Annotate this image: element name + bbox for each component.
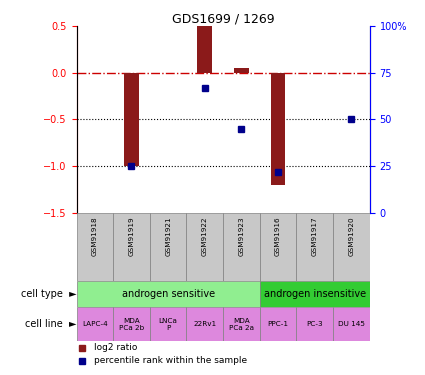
Bar [223,307,260,341]
Bar [260,213,296,281]
Bar [296,213,333,281]
Text: GSM91921: GSM91921 [165,216,171,256]
Bar [234,68,249,73]
Text: PC-3: PC-3 [306,321,323,327]
Bar [260,281,370,307]
Bar [76,213,113,281]
Title: GDS1699 / 1269: GDS1699 / 1269 [172,12,275,25]
Bar [260,307,296,341]
Text: androgen insensitive: androgen insensitive [264,289,366,299]
Text: MDA
PCa 2b: MDA PCa 2b [119,318,144,331]
Text: GSM91916: GSM91916 [275,216,281,256]
Text: DU 145: DU 145 [338,321,365,327]
Bar [198,26,212,73]
Bar [113,213,150,281]
Text: cell type  ►: cell type ► [21,289,76,299]
Text: GSM91917: GSM91917 [312,216,318,256]
Bar [124,73,139,166]
Bar [271,73,286,185]
Text: MDA
PCa 2a: MDA PCa 2a [229,318,254,331]
Text: cell line  ►: cell line ► [25,319,76,329]
Text: GSM91919: GSM91919 [128,216,134,256]
Text: GSM91918: GSM91918 [92,216,98,256]
Bar [187,307,223,341]
Text: LAPC-4: LAPC-4 [82,321,108,327]
Text: GSM91922: GSM91922 [202,216,208,256]
Text: 22Rv1: 22Rv1 [193,321,216,327]
Bar [333,307,370,341]
Text: GSM91923: GSM91923 [238,216,244,256]
Bar [223,213,260,281]
Text: percentile rank within the sample: percentile rank within the sample [94,357,247,366]
Text: log2 ratio: log2 ratio [94,344,137,352]
Bar [187,213,223,281]
Text: GSM91920: GSM91920 [348,216,354,256]
Bar [113,307,150,341]
Text: LNCa
P: LNCa P [159,318,178,331]
Bar [76,281,260,307]
Text: androgen sensitive: androgen sensitive [122,289,215,299]
Bar [296,307,333,341]
Bar [150,213,187,281]
Bar [150,307,187,341]
Bar [333,213,370,281]
Bar [76,307,113,341]
Text: PPC-1: PPC-1 [268,321,289,327]
